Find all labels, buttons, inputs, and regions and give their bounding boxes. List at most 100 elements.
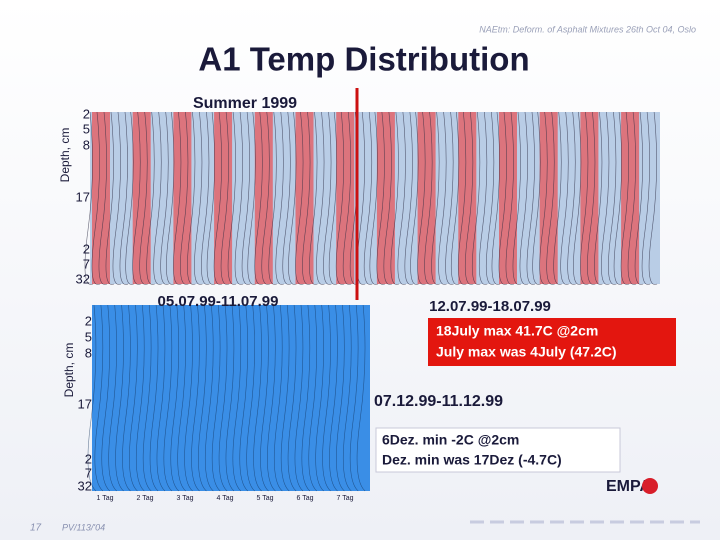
contour-line <box>335 111 345 285</box>
contour-line <box>349 304 359 492</box>
contour-line <box>119 111 129 285</box>
depth-label: 32 <box>78 478 92 493</box>
depth-label: 2 <box>85 313 92 328</box>
contour-line <box>519 111 529 285</box>
contour-line <box>328 111 338 285</box>
y-axis-label: Depth, cm <box>58 128 72 183</box>
contour-line <box>218 304 228 492</box>
contour-line <box>627 111 637 285</box>
contour-line <box>125 111 134 285</box>
contour-line <box>94 304 104 492</box>
warm-band <box>336 112 355 284</box>
depth-label: 5 <box>85 329 92 344</box>
contour-line <box>308 304 318 492</box>
contour-line <box>567 111 576 285</box>
contour-line <box>260 304 269 492</box>
note-text: July max was 4July (47.2C) <box>436 344 617 360</box>
contour-line <box>163 304 173 492</box>
contour-line <box>620 111 630 285</box>
contour-line <box>404 111 414 285</box>
contour-line <box>397 111 407 285</box>
contour-line <box>641 111 651 285</box>
contour-line <box>601 111 610 285</box>
contour-line <box>465 111 474 285</box>
contour-line <box>553 111 562 285</box>
contour-line <box>295 111 304 285</box>
period-label: 05.07.99-11.07.99 <box>158 293 279 310</box>
contour-line <box>356 304 366 492</box>
contour-line <box>294 304 304 492</box>
contour-line <box>241 111 251 285</box>
period-label: 07.12.99-11.12.99 <box>374 393 503 410</box>
warm-band <box>417 112 436 284</box>
contour-line <box>634 111 644 285</box>
contour-line <box>322 304 331 492</box>
contour-line <box>280 304 290 492</box>
depth-label: 8 <box>83 137 90 152</box>
contour-line <box>486 111 495 285</box>
contour-line <box>232 304 242 492</box>
contour-line <box>84 111 94 285</box>
contour-line <box>451 111 460 285</box>
contour-line <box>173 111 182 285</box>
contour-line <box>136 304 145 492</box>
contour-line <box>287 304 297 492</box>
contour-line <box>211 304 221 492</box>
contour-line <box>156 304 166 492</box>
contour-line <box>153 111 162 285</box>
day-label: 3 Tag <box>177 495 194 502</box>
contour-line <box>275 111 284 285</box>
contour-line <box>491 111 501 285</box>
contour-line <box>139 111 148 285</box>
logo-mark <box>642 478 658 494</box>
contour-line <box>122 304 131 492</box>
day-label: 7 Tag <box>337 495 354 502</box>
contour-line <box>268 111 277 285</box>
contour-line <box>149 304 159 492</box>
contour-line <box>274 304 283 492</box>
contour-line <box>142 304 152 492</box>
contour-line <box>424 111 433 285</box>
reference: PV/113/'04 <box>62 522 105 532</box>
warm-band <box>621 112 640 284</box>
contour-line <box>91 111 101 285</box>
contour-line <box>505 111 515 285</box>
contour-line <box>108 304 117 492</box>
contour-line <box>587 111 596 285</box>
note-box <box>428 318 676 366</box>
contour-line <box>301 304 311 492</box>
day-label: 5 Tag <box>257 495 274 502</box>
contour-line <box>184 304 193 492</box>
warm-band <box>499 112 517 284</box>
contour-line <box>302 111 311 285</box>
contour-line <box>580 111 589 285</box>
contour-line <box>526 111 536 285</box>
contour-line <box>315 304 324 492</box>
contour-line <box>316 111 325 285</box>
day-label: 4 Tag <box>217 495 234 502</box>
period-label: 12.07.99-18.07.99 <box>429 298 551 315</box>
contour-line <box>225 304 235 492</box>
warm-band <box>580 112 599 284</box>
contour-line <box>410 111 419 285</box>
contour-line <box>180 111 189 285</box>
day-label: 6 Tag <box>297 495 314 502</box>
warm-band <box>254 112 273 284</box>
depth-label: 5 <box>83 121 90 136</box>
contour-line <box>560 111 569 285</box>
contour-line <box>187 111 196 285</box>
note-text: Dez. min was 17Dez (-4.7C) <box>382 452 562 468</box>
contour-line <box>129 304 138 492</box>
contour-line <box>539 111 548 285</box>
header-note: NAEtm: Deform. of Asphalt Mixtures 26th … <box>479 24 696 34</box>
contour-line <box>390 111 400 285</box>
contour-line <box>105 111 115 285</box>
depth-label: 17 <box>76 189 90 204</box>
contour-line <box>417 111 426 285</box>
note-text: 18July max 41.7C @2cm <box>436 323 598 339</box>
contour-line <box>112 111 122 285</box>
warm-band <box>376 112 395 284</box>
contour-line <box>648 111 658 285</box>
contour-line <box>166 111 175 285</box>
